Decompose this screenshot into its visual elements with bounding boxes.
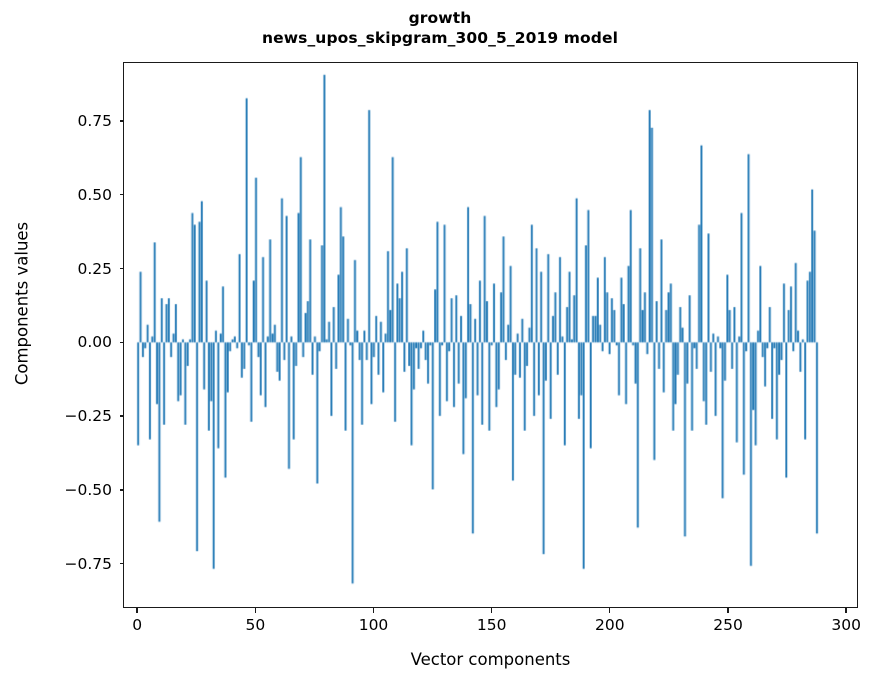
x-axis-tick-mark — [727, 608, 729, 613]
chart-title-block: growth news_upos_skipgram_300_5_2019 mod… — [0, 8, 880, 49]
x-axis-tick-mark — [254, 608, 256, 613]
x-axis-tick-mark — [490, 608, 493, 613]
x-axis-tick-mark — [609, 608, 611, 613]
y-axis-tick-label: 0.50 — [77, 185, 112, 204]
plot-axes — [123, 62, 858, 608]
chart-title-line1: growth — [408, 9, 472, 27]
x-axis-label: Vector components — [410, 650, 571, 669]
x-axis-tick-mark — [845, 608, 847, 613]
y-axis-tick-mark — [119, 415, 124, 417]
x-axis-tick-label: 250 — [713, 616, 743, 634]
x-axis-tick-mark — [136, 608, 138, 613]
x-axis-tick-label: 50 — [245, 616, 266, 634]
x-axis-tick-label: 150 — [476, 616, 507, 634]
bar-series-canvas — [124, 63, 857, 607]
y-axis-tick-mark — [119, 267, 124, 270]
chart-title-line2: news_upos_skipgram_300_5_2019 model — [261, 29, 619, 48]
y-axis-tick-label: 0.75 — [77, 112, 112, 131]
y-axis-tick-mark — [119, 489, 124, 491]
y-axis-tick-mark — [119, 341, 124, 344]
x-axis-tick-label: 0 — [132, 616, 143, 634]
y-axis-tick-mark — [119, 120, 124, 122]
y-axis-tick-labels: 0.75 0.50 0.25 0.00 −0.25 −0.50 −0.75 — [0, 0, 113, 696]
y-axis-tick-label: −0.75 — [64, 554, 113, 573]
x-axis-tick-label: 200 — [595, 616, 625, 634]
y-axis-tick-mark — [119, 194, 124, 196]
y-axis-tick-mark — [119, 563, 124, 565]
y-axis-tick-label: 0.25 — [77, 259, 112, 278]
x-axis-tick-label: 100 — [358, 616, 389, 634]
x-axis-tick-label: 300 — [831, 616, 861, 634]
y-axis-tick-label: −0.50 — [64, 480, 113, 499]
y-axis-tick-label: 0.00 — [77, 333, 112, 352]
y-axis-tick-label: −0.25 — [64, 407, 113, 426]
x-axis-tick-mark — [372, 608, 375, 613]
y-axis-label: Components values — [12, 221, 32, 386]
